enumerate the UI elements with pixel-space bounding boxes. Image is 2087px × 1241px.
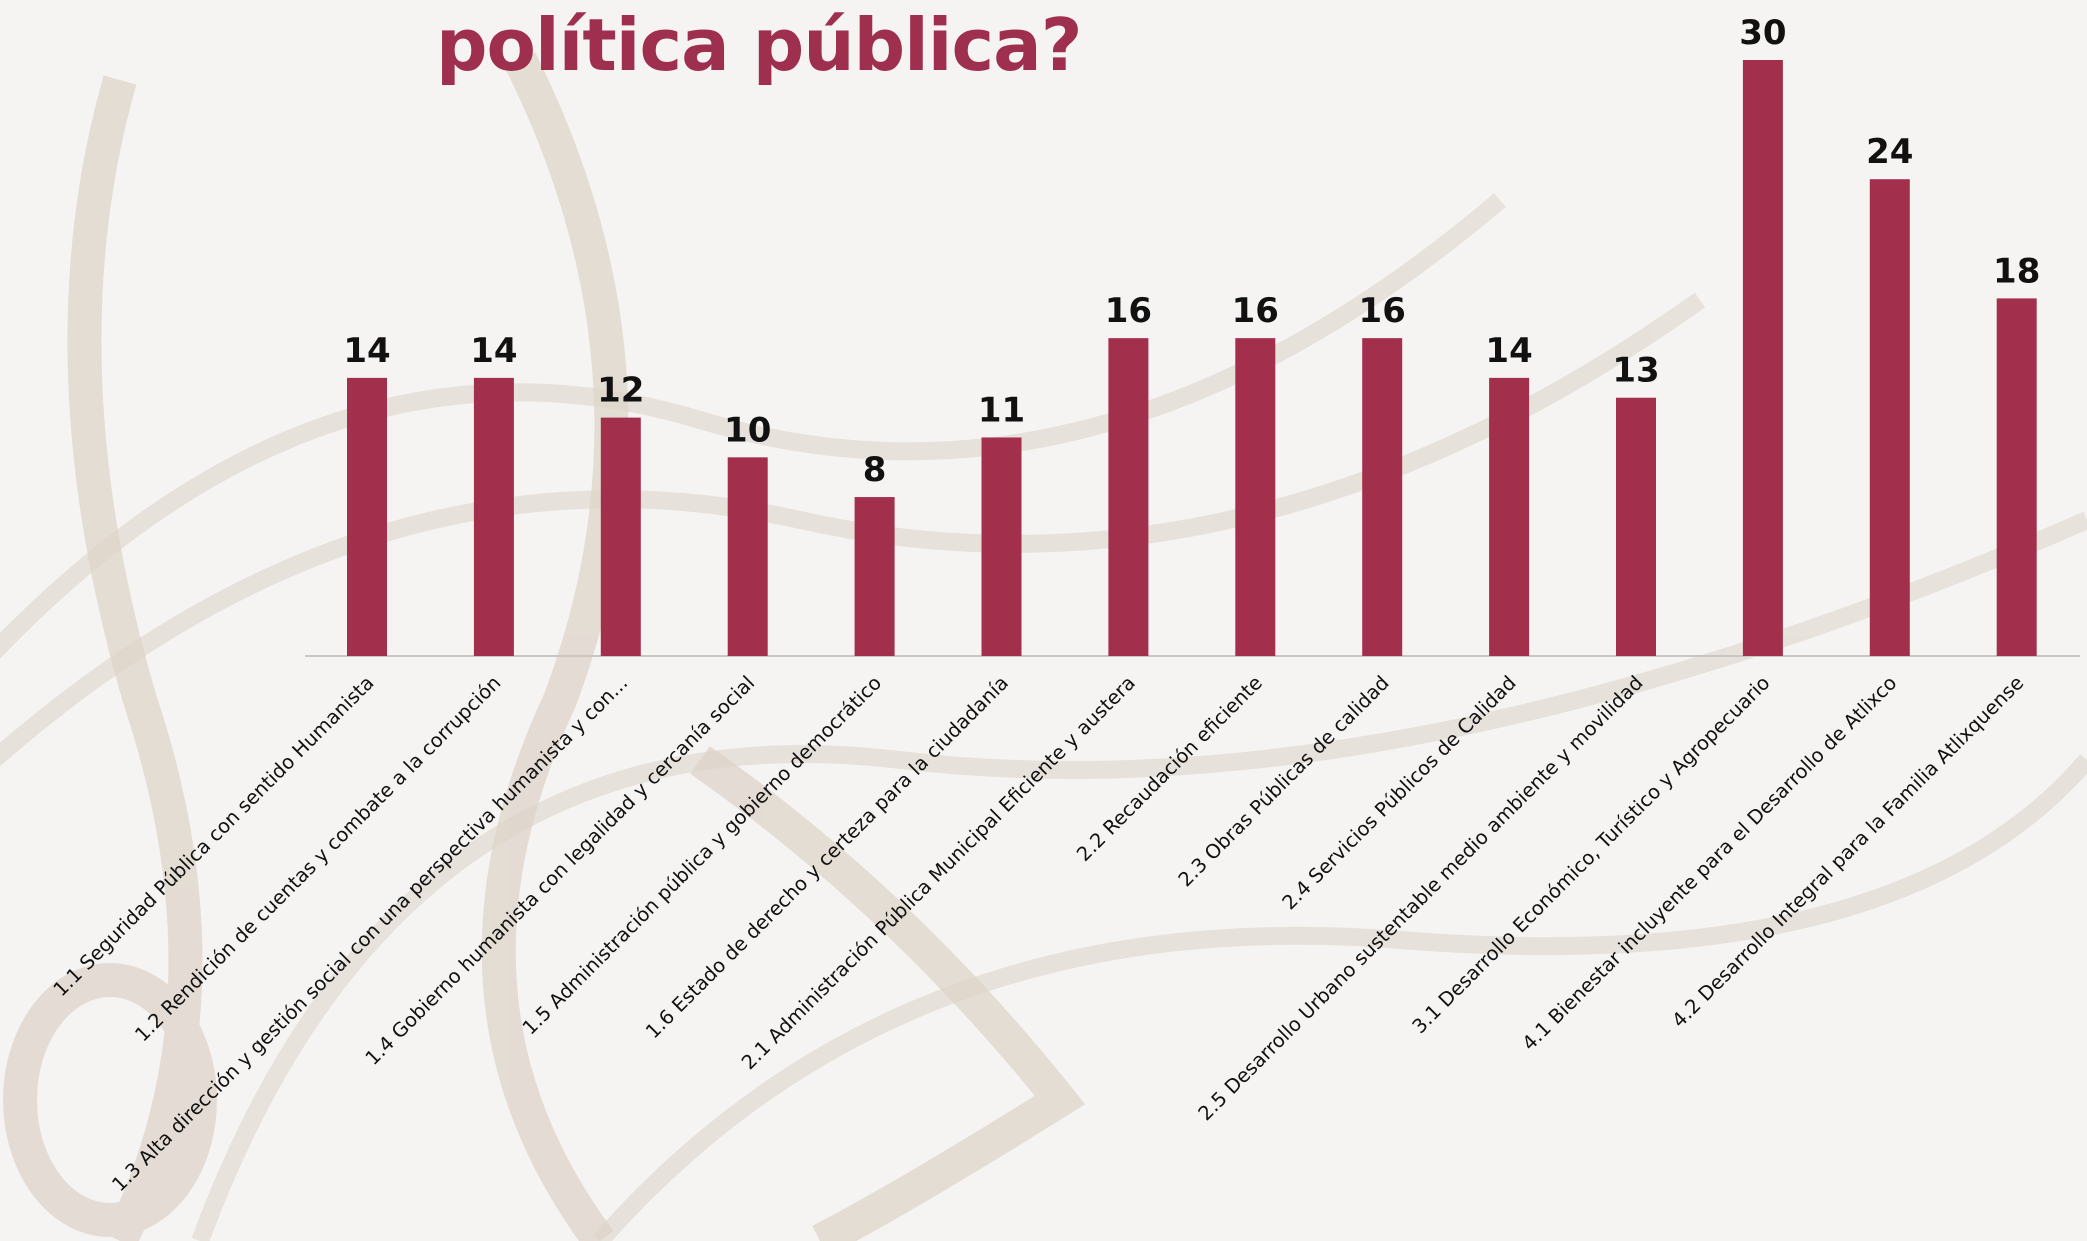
bar-13 — [1869, 179, 1910, 656]
bar-5 — [854, 497, 895, 656]
data-label-1: 14 — [343, 331, 390, 371]
bar-9 — [1362, 338, 1403, 656]
bar-11 — [1616, 397, 1656, 656]
bar-1 — [347, 377, 387, 656]
bar-10 — [1489, 377, 1530, 656]
data-label-11: 13 — [1612, 351, 1659, 391]
data-label-6: 11 — [978, 390, 1025, 430]
data-label-5: 8 — [863, 450, 887, 490]
data-label-4: 10 — [724, 410, 771, 450]
category-label-3: 1.3 Alta dirección y gestión social con … — [107, 671, 632, 1196]
data-label-2: 14 — [470, 331, 517, 371]
data-label-7: 16 — [1105, 291, 1152, 331]
category-label-11: 2.5 Desarrollo Urbano sustentable medio … — [1194, 671, 1648, 1125]
data-label-10: 14 — [1485, 331, 1532, 371]
data-label-12: 30 — [1739, 13, 1786, 53]
bar-4 — [727, 457, 768, 656]
data-label-9: 16 — [1359, 291, 1406, 331]
page-title: política pública? — [436, 3, 1083, 87]
data-label-3: 12 — [597, 371, 644, 411]
bar-2 — [473, 377, 514, 656]
data-label-13: 24 — [1866, 132, 1913, 172]
bar-7 — [1108, 338, 1149, 656]
category-label-9: 2.3 Obras Públicas de calidad — [1174, 671, 1394, 891]
bar-8 — [1235, 338, 1276, 656]
bar-3 — [600, 417, 641, 656]
bar-6 — [981, 437, 1022, 656]
data-label-14: 18 — [1993, 251, 2040, 291]
category-label-10: 2.4 Servicios Públicos de Calidad — [1278, 671, 1521, 914]
data-label-8: 16 — [1232, 291, 1279, 331]
bar-14 — [1996, 298, 2037, 656]
bar-12 — [1742, 60, 1783, 656]
